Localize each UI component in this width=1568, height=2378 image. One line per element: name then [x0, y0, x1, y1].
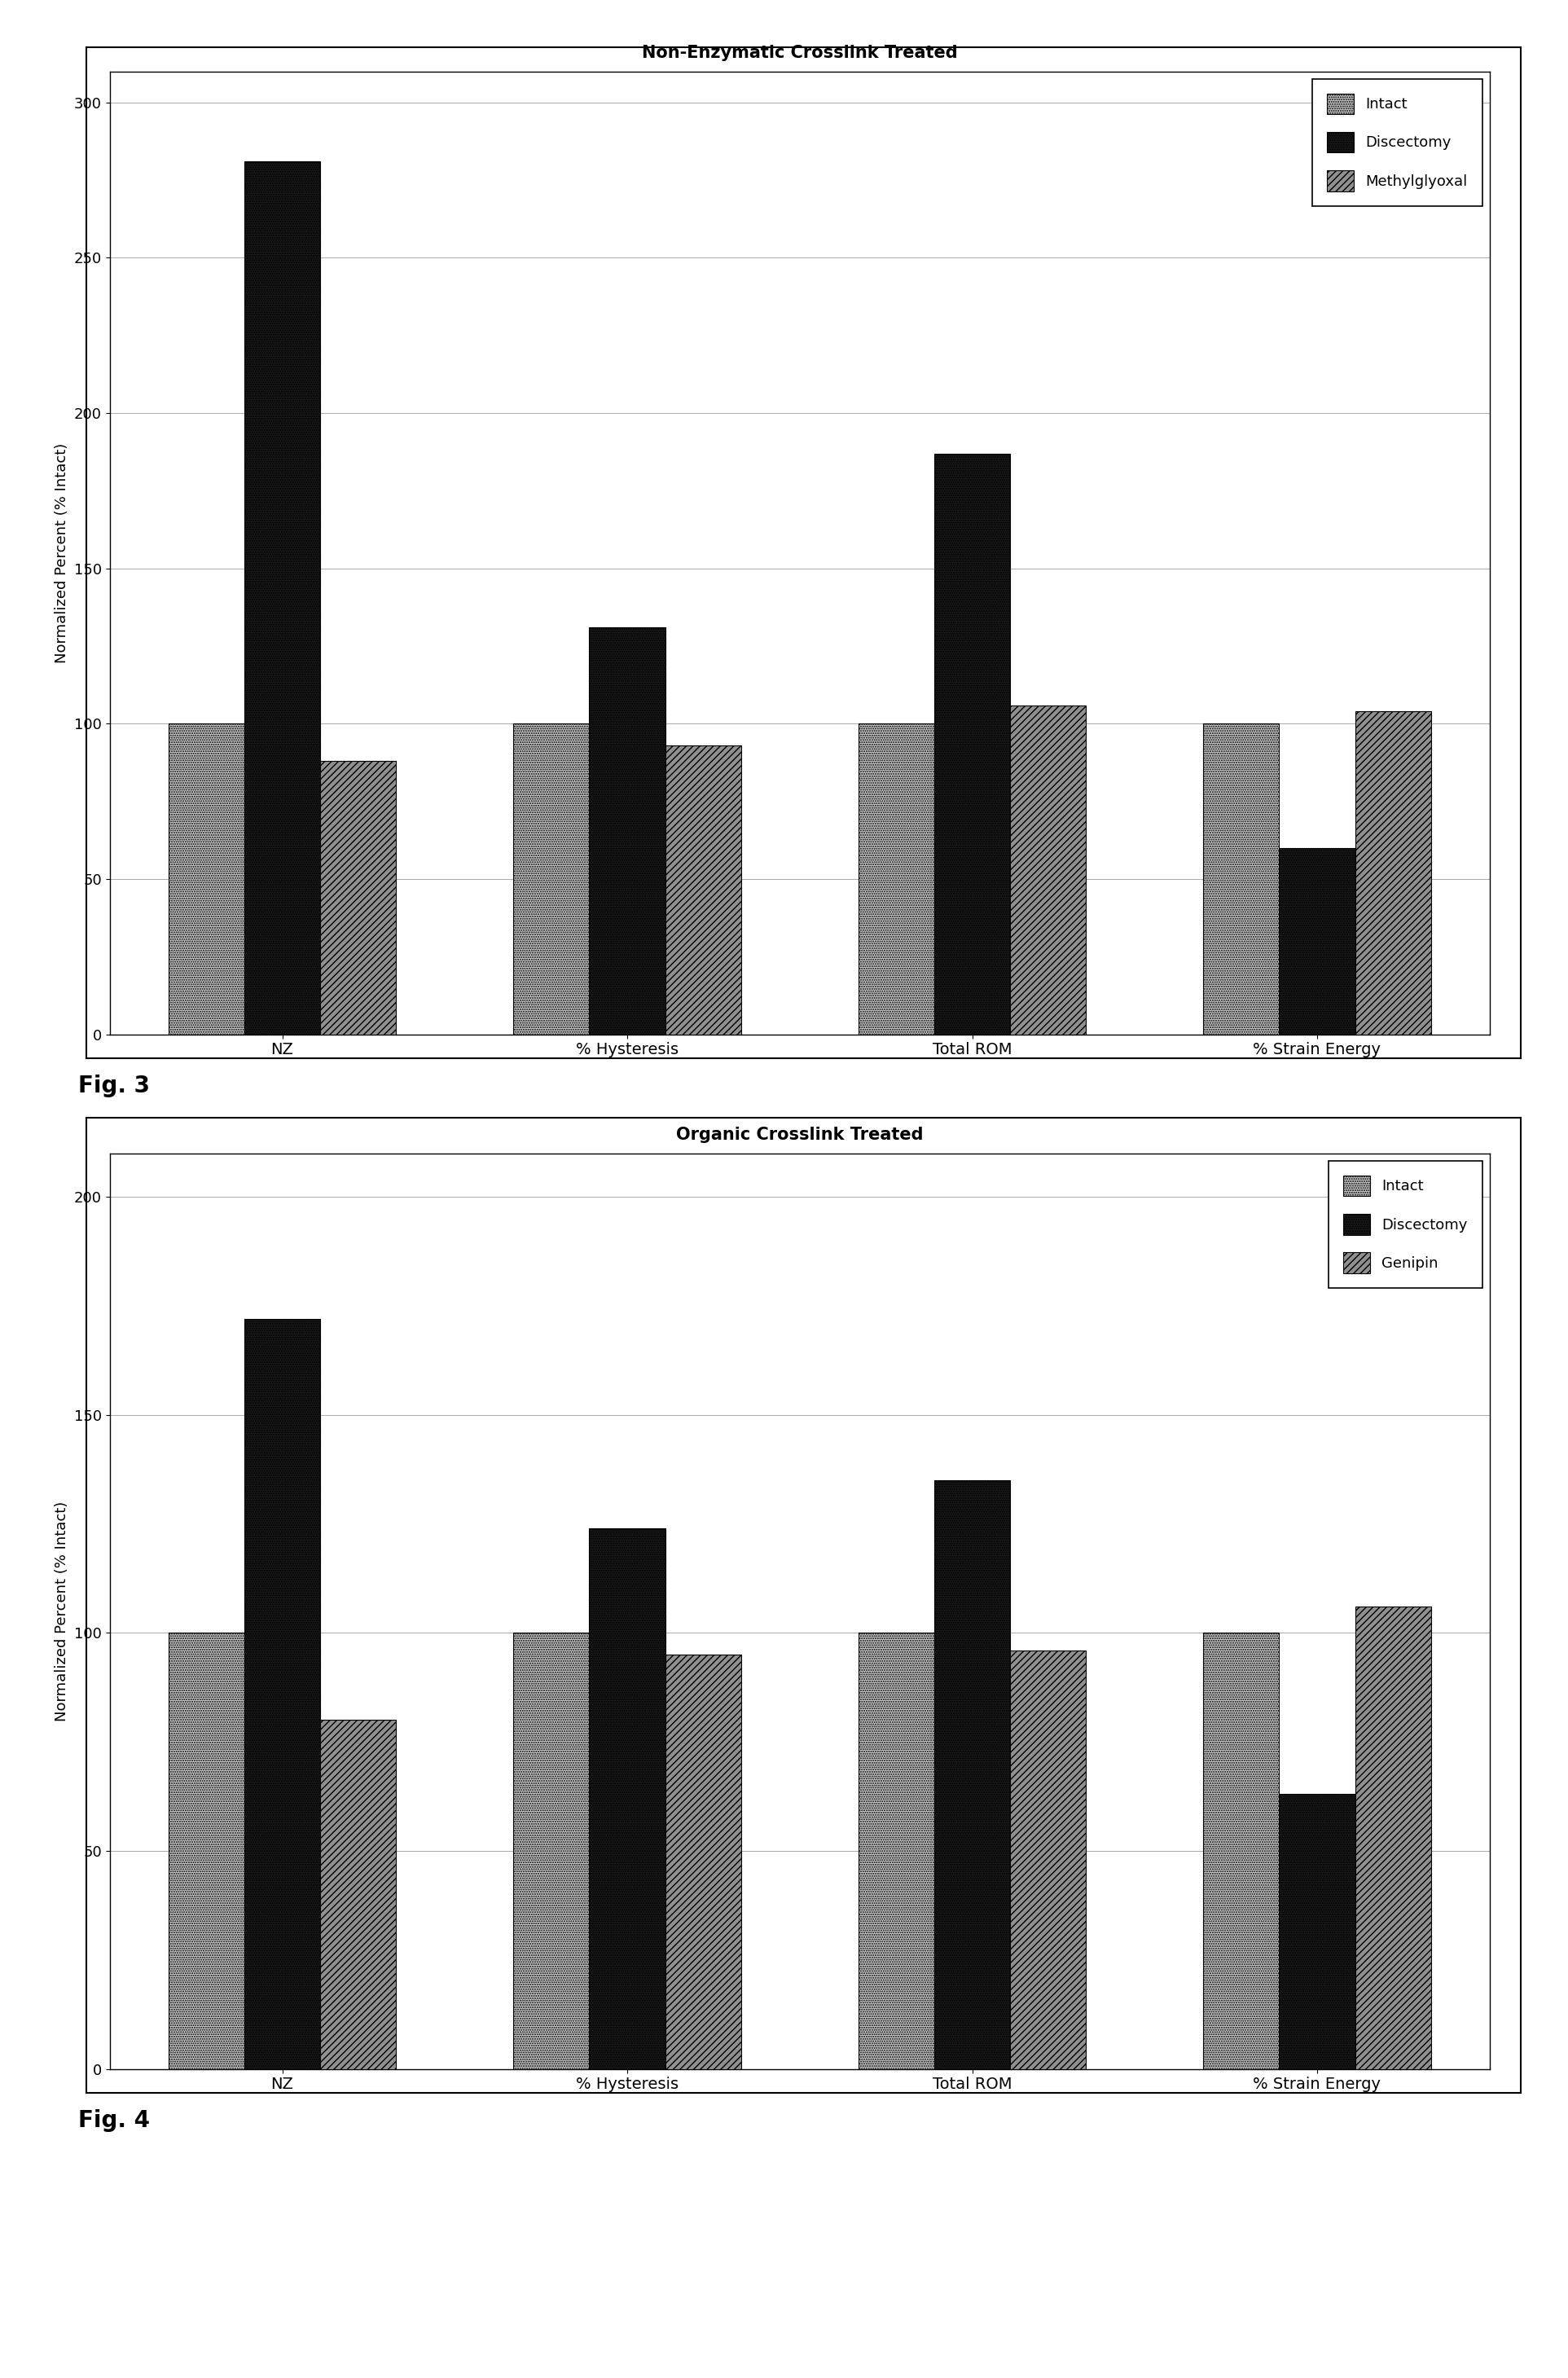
Legend: Intact, Discectomy, Genipin: Intact, Discectomy, Genipin [1328, 1160, 1482, 1289]
Bar [168, 1634, 245, 2069]
Bar [245, 162, 320, 1034]
Bar [320, 1719, 397, 2069]
Bar [1203, 723, 1279, 1034]
Bar [1279, 1793, 1355, 2069]
Bar [590, 628, 665, 1034]
Bar [858, 1634, 935, 2069]
Bar [935, 454, 1010, 1034]
Text: Fig. 3: Fig. 3 [78, 1075, 151, 1099]
Legend: Intact, Discectomy, Methylglyoxal: Intact, Discectomy, Methylglyoxal [1312, 78, 1482, 207]
Bar [245, 1320, 320, 2069]
Bar [1010, 1650, 1087, 2069]
Bar [1203, 1634, 1279, 2069]
Bar [590, 1529, 665, 2069]
Bar [1010, 706, 1087, 1034]
Bar [513, 723, 590, 1034]
Bar [1355, 711, 1432, 1034]
Bar [1279, 849, 1355, 1034]
Text: Fig. 4: Fig. 4 [78, 2109, 151, 2133]
Bar [665, 1655, 742, 2069]
Bar [168, 723, 245, 1034]
Title: Non-Enzymatic Crosslink Treated: Non-Enzymatic Crosslink Treated [641, 45, 958, 62]
Y-axis label: Normalized Percent (% Intact): Normalized Percent (% Intact) [55, 442, 69, 663]
Bar [320, 761, 397, 1034]
Bar [858, 723, 935, 1034]
Bar [935, 1479, 1010, 2069]
Bar [665, 747, 742, 1034]
Title: Organic Crosslink Treated: Organic Crosslink Treated [676, 1127, 924, 1144]
Bar [513, 1634, 590, 2069]
Y-axis label: Normalized Percent (% Intact): Normalized Percent (% Intact) [55, 1501, 69, 1722]
Bar [1355, 1608, 1432, 2069]
